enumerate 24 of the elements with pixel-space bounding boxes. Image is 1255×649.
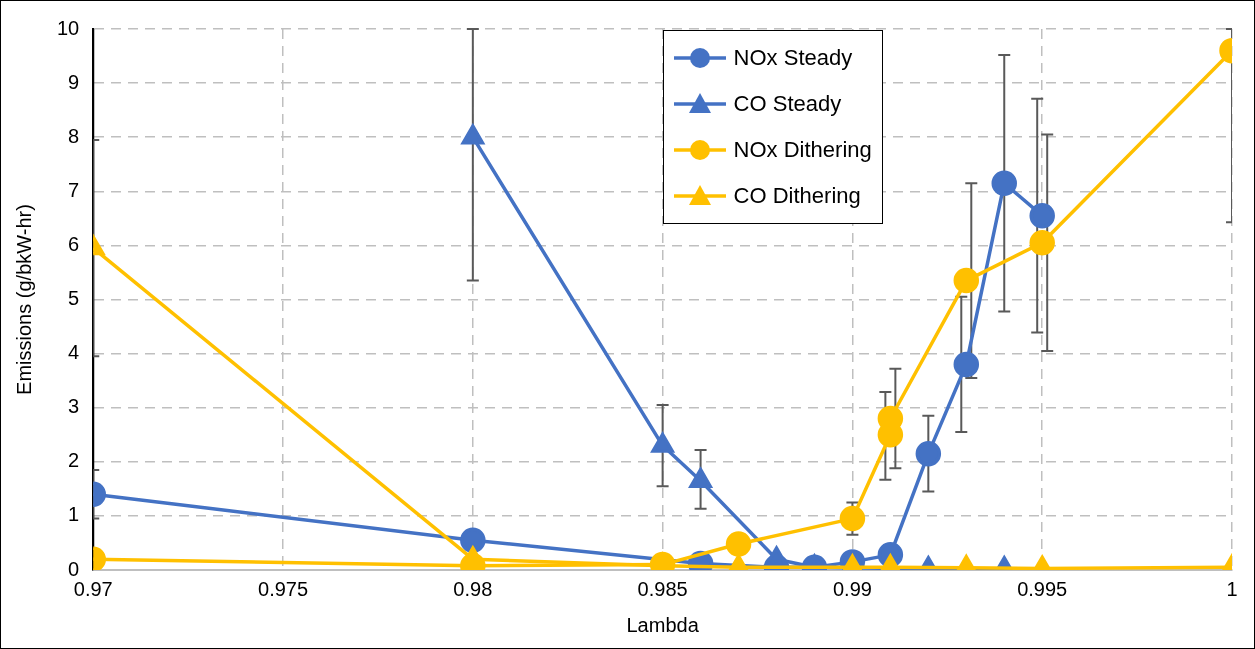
y-tick-label: 10 <box>57 16 80 39</box>
y-tick-label: 5 <box>68 287 80 310</box>
y-axis-title: Emissions (g/bkW-hr) <box>12 204 35 395</box>
y-tick-label: 7 <box>68 178 80 201</box>
y-tick-label: 9 <box>68 70 80 93</box>
y-tick-label: 2 <box>68 449 80 472</box>
legend-label: NOx Dithering <box>733 137 872 163</box>
y-tick-label: 6 <box>68 232 80 255</box>
y-tick-label: 4 <box>68 341 80 364</box>
x-tick-label: 1 <box>1226 577 1238 600</box>
y-tick-label: 0 <box>68 557 80 580</box>
x-tick-label: 0.97 <box>73 577 113 600</box>
legend-label: CO Steady <box>733 91 842 117</box>
legend-label: NOx Steady <box>733 45 853 71</box>
x-tick-label: 0.975 <box>258 577 309 600</box>
x-tick-label: 0.995 <box>1017 577 1068 600</box>
y-tick-label: 1 <box>68 503 80 526</box>
x-tick-label: 0.98 <box>453 577 493 600</box>
x-tick-label: 0.985 <box>637 577 688 600</box>
x-tick-label: 0.99 <box>832 577 872 600</box>
legend-label: CO Dithering <box>733 183 861 209</box>
y-tick-label: 8 <box>68 124 80 147</box>
y-tick-label: 3 <box>68 395 80 418</box>
x-axis-title: Lambda <box>626 613 700 636</box>
